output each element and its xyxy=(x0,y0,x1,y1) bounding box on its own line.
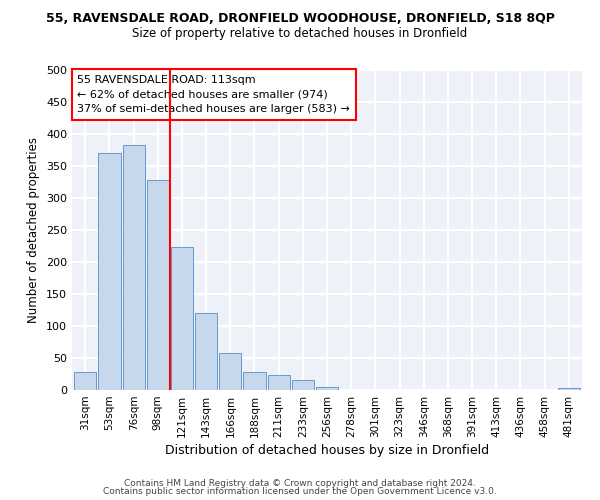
Bar xyxy=(219,353,241,390)
X-axis label: Distribution of detached houses by size in Dronfield: Distribution of detached houses by size … xyxy=(165,444,489,457)
Bar xyxy=(146,180,169,390)
Bar xyxy=(557,388,580,390)
Text: 55, RAVENSDALE ROAD, DRONFIELD WOODHOUSE, DRONFIELD, S18 8QP: 55, RAVENSDALE ROAD, DRONFIELD WOODHOUSE… xyxy=(46,12,554,26)
Text: 55 RAVENSDALE ROAD: 113sqm
← 62% of detached houses are smaller (974)
37% of sem: 55 RAVENSDALE ROAD: 113sqm ← 62% of deta… xyxy=(77,75,350,114)
Bar xyxy=(98,153,121,390)
Bar xyxy=(74,372,97,390)
Bar xyxy=(316,387,338,390)
Bar xyxy=(122,145,145,390)
Bar xyxy=(244,372,266,390)
Bar xyxy=(268,376,290,390)
Text: Size of property relative to detached houses in Dronfield: Size of property relative to detached ho… xyxy=(133,28,467,40)
Bar xyxy=(195,312,217,390)
Bar xyxy=(292,380,314,390)
Bar xyxy=(171,246,193,390)
Text: Contains public sector information licensed under the Open Government Licence v3: Contains public sector information licen… xyxy=(103,487,497,496)
Text: Contains HM Land Registry data © Crown copyright and database right 2024.: Contains HM Land Registry data © Crown c… xyxy=(124,478,476,488)
Y-axis label: Number of detached properties: Number of detached properties xyxy=(28,137,40,323)
